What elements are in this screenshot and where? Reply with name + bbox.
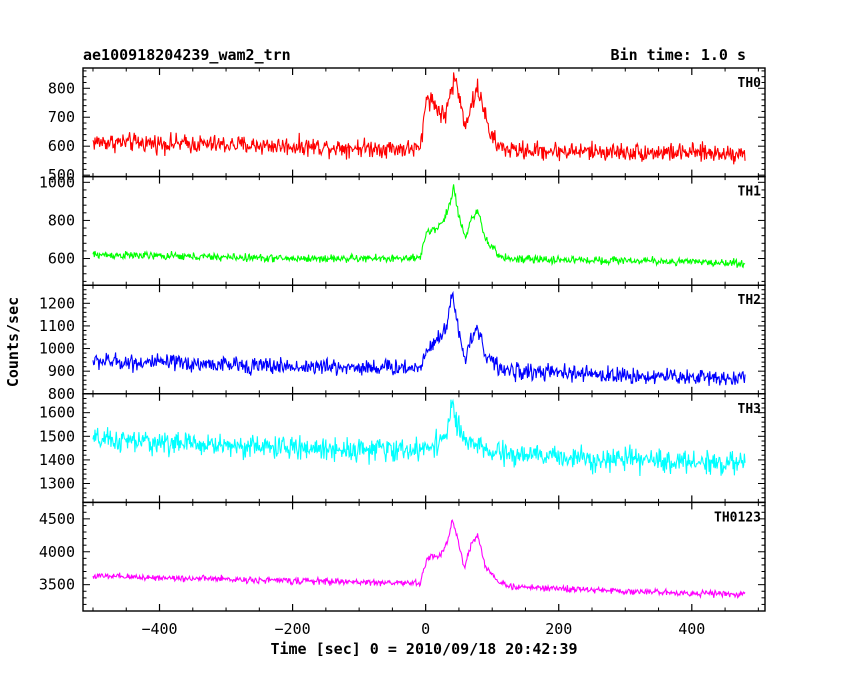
panels-group: 500 600 700 800 TH0 600 800 1000 TH1 800 900 1000 11… xyxy=(39,67,766,612)
y-tick-label: 800 xyxy=(48,211,75,229)
y-tick-label: 1300 xyxy=(39,475,75,493)
panel-label: TH3 xyxy=(738,402,761,417)
series-line-th0 xyxy=(92,72,746,165)
panel-frame xyxy=(82,67,766,178)
y-tick-label: 1200 xyxy=(39,294,75,312)
y-tick-label: 1100 xyxy=(39,317,75,335)
panel-label: TH0123 xyxy=(714,510,761,525)
x-axis-label: Time [sec] 0 = 2010/09/18 20:42:39 xyxy=(270,640,577,658)
y-tick-label: 600 xyxy=(48,137,75,155)
x-tick-label: 200 xyxy=(545,620,572,638)
y-tick-label: 4000 xyxy=(39,543,75,561)
bin-time-label: Bin time: 1.0 s xyxy=(611,46,746,64)
y-tick-label: 1400 xyxy=(39,451,75,469)
y-tick-label: 900 xyxy=(48,362,75,380)
y-tick-label: 1000 xyxy=(39,340,75,358)
panel-frame xyxy=(82,284,766,395)
panel-th2: 800 900 1000 1100 1200 TH2 xyxy=(39,284,766,403)
y-tick-label: 4500 xyxy=(39,510,75,528)
panel-frame xyxy=(82,175,766,286)
y-axis-label: Counts/sec xyxy=(4,297,22,387)
series-line-th0123 xyxy=(92,519,746,599)
y-tick-label: 600 xyxy=(48,250,75,268)
panel-th0: 500 600 700 800 TH0 xyxy=(48,67,766,184)
x-axis: −400 −200 0 200 400 xyxy=(141,620,705,638)
panel-frame xyxy=(82,501,766,612)
y-tick-label: 500 xyxy=(48,166,75,184)
x-tick-label: 400 xyxy=(678,620,705,638)
y-tick-label: 800 xyxy=(48,385,75,403)
series-line-th2 xyxy=(92,290,746,386)
x-tick-label: −400 xyxy=(141,620,177,638)
x-tick-label: −200 xyxy=(275,620,311,638)
series-line-th1 xyxy=(92,184,746,269)
y-tick-label: 800 xyxy=(48,79,75,97)
chart-title: ae100918204239_wam2_trn xyxy=(83,46,291,64)
panel-label: TH2 xyxy=(738,293,761,308)
y-tick-label: 3500 xyxy=(39,576,75,594)
panel-th0123: 3500 4000 4500 TH0123 xyxy=(39,501,766,612)
panel-label: TH1 xyxy=(738,185,762,200)
panel-th3: 1300 1400 1500 1600 TH3 xyxy=(39,393,766,504)
y-tick-label: 1500 xyxy=(39,427,75,445)
y-tick-label: 700 xyxy=(48,108,75,126)
y-tick-label: 1000 xyxy=(39,173,75,191)
panel-label: TH0 xyxy=(738,76,762,91)
x-tick-label: 0 xyxy=(421,620,430,638)
panel-th1: 600 800 1000 TH1 xyxy=(39,173,766,286)
series-line-th3 xyxy=(92,398,746,476)
y-tick-label: 1600 xyxy=(39,404,75,422)
